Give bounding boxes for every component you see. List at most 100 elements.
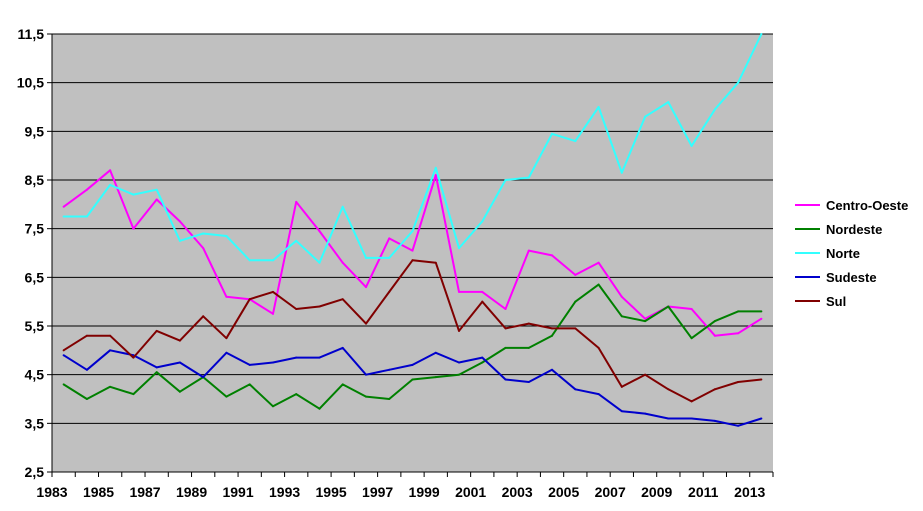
data-point-sul <box>248 298 251 301</box>
x-tick-label: 1997 <box>362 484 393 500</box>
y-tick-label: 5,5 <box>25 318 45 334</box>
data-point-nordeste <box>458 373 461 376</box>
data-point-norte <box>411 230 414 233</box>
data-point-nordeste <box>85 398 88 400</box>
data-point-sudeste <box>271 361 274 364</box>
x-tick-label: 2005 <box>548 484 579 500</box>
data-point-sul <box>62 349 65 352</box>
data-point-centro-oeste <box>620 295 623 298</box>
y-tick-label: 3,5 <box>25 415 45 431</box>
data-point-sul <box>364 322 367 325</box>
data-point-nordeste <box>62 383 65 386</box>
data-point-centro-oeste <box>155 198 158 201</box>
data-point-nordeste <box>527 346 530 349</box>
data-point-nordeste <box>411 378 414 381</box>
data-point-norte <box>388 256 391 259</box>
y-axis-ticks: 2,5 3,5 4,5 5,5 6,5 7,5 8,5 9,5 10,5 11,5 <box>17 26 52 480</box>
data-point-centro-oeste <box>597 261 600 264</box>
data-point-norte <box>434 166 437 169</box>
data-point-sudeste <box>458 361 461 364</box>
legend-label: Nordeste <box>826 222 882 237</box>
data-point-norte <box>85 215 88 218</box>
x-tick-label: 2003 <box>502 484 533 500</box>
data-point-centro-oeste <box>504 307 507 310</box>
data-point-nordeste <box>109 385 112 388</box>
data-point-sudeste <box>388 368 391 371</box>
data-point-sudeste <box>527 380 530 383</box>
data-point-sudeste <box>295 356 298 359</box>
data-point-norte <box>341 205 344 208</box>
data-point-nordeste <box>504 346 507 349</box>
series-sudeste <box>62 346 763 427</box>
data-point-centro-oeste <box>225 295 228 298</box>
data-point-norte <box>318 261 321 264</box>
data-point-norte <box>248 259 251 262</box>
data-point-centro-oeste <box>574 273 577 276</box>
data-point-sudeste <box>248 363 251 366</box>
data-point-nordeste <box>597 283 600 286</box>
data-point-sudeste <box>620 410 623 413</box>
y-tick-label: 9,5 <box>25 123 45 139</box>
data-point-sudeste <box>667 417 670 420</box>
data-point-sudeste <box>318 356 321 359</box>
data-point-centro-oeste <box>178 220 181 223</box>
data-point-nordeste <box>551 334 554 337</box>
data-point-sudeste <box>178 361 181 364</box>
data-point-centro-oeste <box>132 227 135 230</box>
data-point-nordeste <box>713 320 716 323</box>
data-point-sul <box>737 380 740 383</box>
data-point-centro-oeste <box>713 334 716 337</box>
series-sul <box>62 259 763 403</box>
data-point-sudeste <box>597 393 600 396</box>
data-point-norte <box>225 234 228 237</box>
data-point-sul <box>597 346 600 349</box>
x-tick-label: 1985 <box>83 484 114 500</box>
data-point-centro-oeste <box>551 254 554 257</box>
data-point-sul <box>202 315 205 318</box>
data-point-nordeste <box>667 305 670 308</box>
data-point-norte <box>155 188 158 191</box>
data-point-centro-oeste <box>271 312 274 315</box>
data-point-norte <box>295 239 298 242</box>
data-point-nordeste <box>318 407 321 410</box>
data-point-centro-oeste <box>411 249 414 252</box>
data-point-norte <box>132 193 135 196</box>
axes <box>51 34 773 473</box>
data-point-sudeste <box>202 376 205 379</box>
data-point-sul <box>341 298 344 301</box>
data-point-nordeste <box>644 320 647 323</box>
data-point-norte <box>760 33 763 35</box>
x-tick-label: 2001 <box>455 484 486 500</box>
data-point-sul <box>132 356 135 359</box>
data-point-centro-oeste <box>341 261 344 264</box>
data-point-norte <box>597 106 600 108</box>
legend-item-nordeste: Nordeste <box>795 222 882 237</box>
data-point-sul <box>178 339 181 342</box>
data-point-nordeste <box>481 361 484 364</box>
data-point-sudeste <box>364 373 367 376</box>
data-point-sul <box>295 307 298 310</box>
data-point-centro-oeste <box>109 169 112 172</box>
data-point-norte <box>109 183 112 186</box>
data-point-centro-oeste <box>737 332 740 335</box>
data-point-nordeste <box>737 310 740 313</box>
legend-item-sudeste: Sudeste <box>795 270 877 285</box>
data-point-nordeste <box>295 393 298 396</box>
data-point-norte <box>481 220 484 223</box>
data-point-nordeste <box>132 393 135 396</box>
data-point-sudeste <box>109 349 112 352</box>
x-tick-label: 1989 <box>176 484 207 500</box>
x-tick-label: 1999 <box>409 484 440 500</box>
data-point-centro-oeste <box>62 205 65 208</box>
data-point-norte <box>644 115 647 118</box>
data-point-norte <box>178 239 181 242</box>
data-point-nordeste <box>341 383 344 386</box>
data-point-sudeste <box>713 419 716 422</box>
data-point-sul <box>318 305 321 308</box>
x-tick-label: 2007 <box>595 484 626 500</box>
data-point-centro-oeste <box>202 247 205 250</box>
data-point-centro-oeste <box>388 237 391 240</box>
y-tick-label: 11,5 <box>18 26 45 42</box>
data-point-sul <box>225 337 228 340</box>
